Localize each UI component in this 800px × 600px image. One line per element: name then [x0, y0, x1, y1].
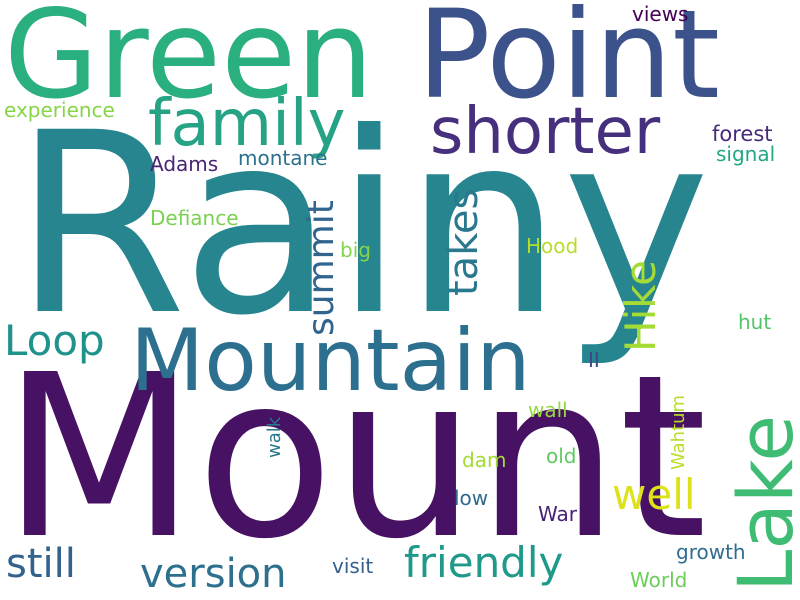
word-signal: signal — [716, 142, 776, 166]
word-forest: forest — [712, 122, 773, 146]
word-visit: visit — [332, 554, 374, 578]
word-loop: Loop — [4, 316, 105, 365]
word-views: views — [632, 2, 689, 26]
word-mountain: Mountain — [130, 311, 531, 411]
word-still: still — [6, 541, 76, 587]
word-growth: growth — [676, 540, 746, 564]
word-wahtum: Wahtum — [668, 394, 689, 470]
word-hut: hut — [738, 310, 772, 334]
word-dam: dam — [462, 448, 507, 472]
word-mount: Mount — [2, 327, 708, 589]
word-walk: walk — [264, 416, 285, 458]
word-big: big — [340, 238, 371, 262]
word-family: family — [148, 87, 346, 161]
word-world: World — [630, 568, 688, 592]
word-war: War — [538, 502, 577, 526]
word-takes: takes — [441, 188, 487, 296]
word-wall: wall — [528, 398, 568, 422]
word-ii: II — [588, 348, 600, 372]
word-defiance: Defiance — [150, 206, 239, 230]
word-hood: Hood — [526, 234, 579, 258]
word-hike: Hike — [616, 260, 665, 352]
word-adams: Adams — [150, 152, 219, 176]
word-summit: summit — [301, 200, 342, 336]
word-well: well — [612, 470, 696, 519]
word-montane: montane — [238, 146, 328, 170]
word-experience: experience — [4, 98, 115, 122]
word-version: version — [140, 551, 287, 597]
word-old: old — [546, 444, 577, 468]
word-shorter: shorter — [430, 95, 661, 169]
word-lake: Lake — [721, 415, 800, 592]
word-green: Green — [4, 0, 374, 126]
word-point: Point — [417, 0, 720, 126]
word-low: low — [454, 486, 489, 510]
word-rainy: Rainy — [13, 79, 711, 370]
word-friendly: friendly — [404, 538, 564, 587]
